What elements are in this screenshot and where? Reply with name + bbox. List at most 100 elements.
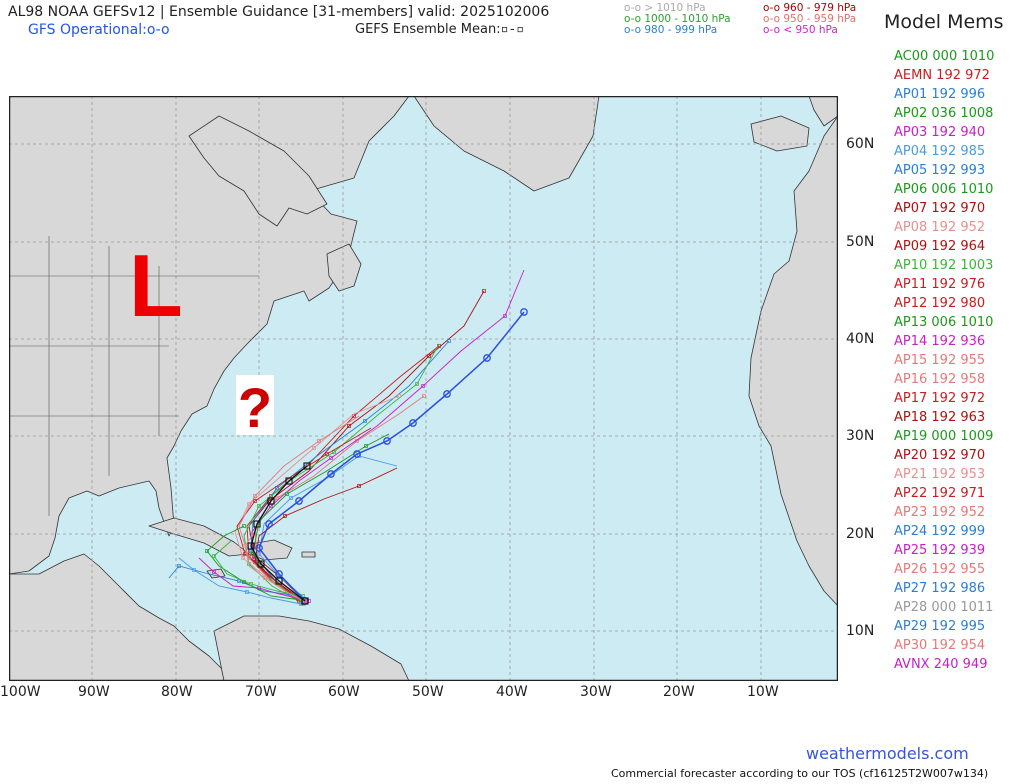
iceland-land	[750, 115, 810, 152]
ensemble-track-point	[329, 456, 333, 460]
gfs-operational-point	[275, 570, 283, 578]
lat-label: 30N	[846, 428, 875, 444]
member-legend-item: AEMN 192 972	[894, 68, 990, 83]
ensemble-track-point	[249, 582, 253, 586]
ensemble-track-point	[503, 314, 507, 318]
lon-label: 70W	[245, 684, 277, 700]
pressure-legend-item: o-o 960 - 979 hPa	[763, 2, 857, 14]
gefs-mean-text: GEFS Ensemble Mean:	[355, 22, 501, 37]
member-legend-item: AP22 192 971	[894, 486, 986, 501]
ensemble-track-point	[357, 454, 361, 458]
ensemble-track-line	[168, 565, 300, 597]
member-legend-item: AP21 192 953	[894, 467, 986, 482]
pressure-legend-item: o-o < 950 hPa	[763, 24, 838, 36]
member-legend-item: AP27 192 986	[894, 581, 986, 596]
gefs-mean-symbol-icon: ▫-▫	[500, 22, 525, 37]
lat-label: 20N	[846, 526, 875, 542]
gfs-operational-point	[353, 450, 361, 458]
gfs-operational-label: GFS Operational:o-o	[28, 22, 170, 38]
ensemble-track-point	[177, 564, 181, 568]
chart-title: AL98 NOAA GEFSv12 | Ensemble Guidance [3…	[8, 4, 550, 20]
ensemble-track-point	[253, 499, 257, 503]
lon-label: 90W	[78, 684, 110, 700]
credit-link[interactable]: weathermodels.com	[806, 744, 969, 763]
africa-land	[748, 115, 838, 607]
member-legend-item: AP11 192 976	[894, 277, 986, 292]
member-legend-item: AP17 192 972	[894, 391, 986, 406]
gfs-operational-point	[265, 520, 273, 528]
ensemble-track-point	[447, 339, 451, 343]
member-legend-item: AP13 006 1010	[894, 315, 994, 330]
gfs-operational-track	[258, 311, 525, 602]
gfs-operational-point	[409, 419, 417, 427]
member-legend-item: AP10 192 1003	[894, 258, 994, 273]
member-legend-item: AP26 192 955	[894, 562, 986, 577]
gfs-operational-point	[383, 437, 391, 445]
member-legend-item: AP19 000 1009	[894, 429, 994, 444]
ensemble-track-point	[237, 579, 241, 583]
member-legend-item: AP24 192 999	[894, 524, 986, 539]
ensemble-track-point	[253, 494, 257, 498]
lon-label: 30W	[580, 684, 612, 700]
ensemble-track-point	[397, 394, 401, 398]
member-legend-item: AP25 192 939	[894, 543, 986, 558]
grid	[9, 96, 838, 681]
ensemble-track-line	[213, 540, 304, 597]
ensemble-track-point	[257, 504, 261, 508]
lat-label: 50N	[846, 234, 875, 250]
ensemble-track-line	[178, 557, 302, 605]
ensemble-track-point	[332, 450, 336, 454]
ensemble-track-line	[244, 527, 306, 603]
ensemble-track-point	[283, 514, 287, 518]
lon-label: 50W	[412, 684, 444, 700]
member-legend-item: AP29 192 995	[894, 619, 986, 634]
lat-label: 40N	[846, 331, 875, 347]
gefs-mean-point	[303, 462, 311, 470]
lon-label: 100W	[0, 684, 41, 700]
state-borders	[9, 236, 259, 516]
ensemble-track-point	[285, 492, 289, 496]
question-mark-background	[236, 375, 274, 435]
map-frame	[9, 96, 838, 681]
ensemble-track-point	[364, 444, 368, 448]
ensemble-track-point	[243, 544, 247, 548]
member-legend-item: AP04 192 985	[894, 144, 986, 159]
member-legend-item: AP15 192 955	[894, 353, 986, 368]
lon-label: 80W	[161, 684, 193, 700]
low-marker: L	[129, 236, 183, 335]
ensemble-track-point	[357, 484, 361, 488]
lon-label: 20W	[663, 684, 695, 700]
ensemble-track-point	[257, 552, 261, 556]
member-legend-item: AP28 000 1011	[894, 600, 994, 615]
gefs-mean-point	[257, 560, 265, 568]
ensemble-track-point	[421, 384, 425, 388]
track-lines	[168, 269, 528, 606]
gfs-operational-point	[255, 544, 263, 552]
lat-label: 60N	[846, 136, 875, 152]
ensemble-track-point	[312, 446, 316, 450]
legend-title: Model Mems	[884, 11, 1004, 33]
lon-label: 40W	[496, 684, 528, 700]
lon-label: 60W	[328, 684, 360, 700]
ensemble-track-point	[212, 570, 216, 574]
ensemble-track-point	[363, 419, 367, 423]
gefs-mean-point	[275, 577, 283, 585]
gfs-operational-point	[443, 390, 451, 398]
member-legend-item: AP03 192 940	[894, 125, 986, 140]
ensemble-track-point	[317, 439, 321, 443]
puerto-rico-land	[301, 551, 316, 558]
pressure-legend-item: o-o 980 - 999 hPa	[624, 24, 718, 36]
ensemble-track-point	[192, 568, 196, 572]
member-legend-item: AP16 192 958	[894, 372, 986, 387]
gfs-operational-text: GFS Operational:	[28, 22, 147, 38]
gefs-mean-label: GEFS Ensemble Mean:▫-▫	[355, 22, 524, 37]
member-legend-item: AC00 000 1010	[894, 49, 995, 64]
ensemble-track-line	[238, 415, 360, 602]
member-legend-item: AP08 192 952	[894, 220, 986, 235]
greenland-land	[413, 96, 600, 192]
member-legend-item: AP12 192 980	[894, 296, 986, 311]
member-legend-item: AP09 192 964	[894, 239, 986, 254]
track-map: L ?	[9, 96, 838, 681]
pressure-legend-item: o-o 950 - 959 hPa	[763, 13, 857, 25]
member-legend-item: AP02 036 1008	[894, 106, 994, 121]
